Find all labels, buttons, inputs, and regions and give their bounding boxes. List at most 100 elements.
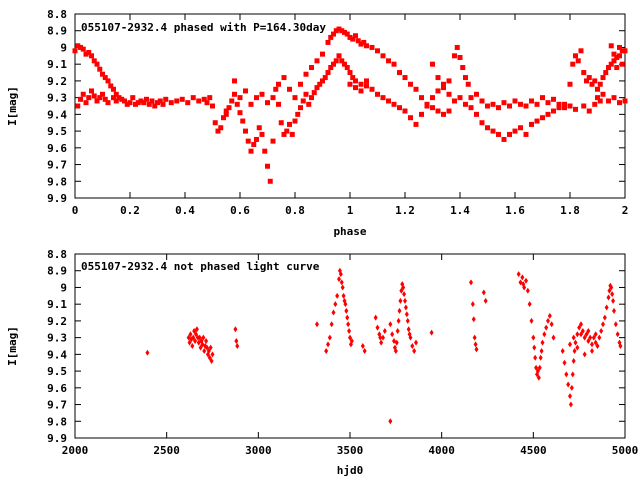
data-point (223, 111, 229, 117)
data-point (201, 334, 206, 341)
data-point (160, 101, 166, 107)
data-point (406, 326, 411, 333)
data-point (248, 148, 254, 154)
data-point (270, 138, 276, 144)
data-point (322, 75, 328, 81)
data-point (102, 75, 108, 81)
data-point (94, 98, 100, 104)
data-point (309, 95, 314, 101)
data-point (397, 105, 402, 111)
data-point (577, 324, 582, 331)
phased-light-curve-chart: 0 0.2 0.4 0.6 0.8 1 1.2 1.4 1.6 1.8 2 8.8 8.9 9 9.1 9.2… (6, 8, 628, 238)
data-point (205, 344, 209, 351)
data-point (396, 317, 401, 324)
data-point (364, 78, 369, 84)
data-point (344, 65, 350, 71)
data-point (326, 341, 330, 348)
data-point (210, 351, 215, 358)
data-point (414, 339, 418, 346)
data-point (281, 131, 287, 137)
data-point (388, 321, 393, 328)
data-point (534, 101, 540, 107)
data-point (614, 65, 620, 71)
data-point (586, 327, 591, 334)
data-point (589, 81, 595, 87)
data-point (270, 95, 276, 101)
data-point (83, 100, 89, 106)
data-point (531, 334, 536, 341)
data-point (586, 108, 592, 114)
data-point (424, 103, 430, 109)
data-point (124, 101, 130, 107)
data-point (240, 118, 246, 124)
data-point (276, 81, 281, 87)
data-point (295, 111, 301, 117)
data-point (207, 354, 212, 361)
data-point (527, 301, 532, 308)
data-point (413, 86, 419, 92)
axis-ticks: 2000 2500 3000 3500 4000 4500 5000 8.8 8.9 9 9.1 9.… (47, 248, 638, 457)
y-tick-label: 9.4 (47, 108, 67, 121)
data-point (535, 368, 540, 375)
data-point (398, 297, 403, 304)
data-point (333, 301, 338, 308)
data-point (606, 98, 611, 104)
data-point (457, 54, 463, 60)
data-point (523, 103, 529, 109)
data-point (537, 364, 542, 371)
data-point (336, 53, 342, 59)
chart-title: 055107-2932.4 phased with P=164.30day (81, 21, 326, 34)
data-point (545, 100, 551, 106)
data-point (335, 292, 340, 299)
data-point (193, 337, 198, 344)
data-point (540, 339, 545, 346)
data-point (525, 287, 530, 294)
data-point (320, 51, 325, 57)
data-point (328, 34, 334, 40)
data-point (353, 85, 358, 91)
data-point (191, 334, 196, 341)
data-point (483, 297, 488, 304)
data-point (607, 287, 612, 294)
data-point (327, 334, 332, 341)
data-point (608, 43, 614, 49)
data-point (479, 98, 485, 104)
data-point (538, 354, 543, 361)
data-point (325, 70, 331, 76)
data-point (245, 138, 251, 144)
data-point (540, 115, 545, 121)
data-point (292, 118, 298, 124)
data-point (549, 321, 554, 328)
data-point (190, 95, 196, 101)
data-point (221, 115, 226, 121)
data-point (133, 101, 138, 107)
x-tick-label: 1.4 (450, 204, 470, 217)
data-point (86, 95, 92, 101)
y-tick-label: 8.9 (47, 25, 67, 38)
data-point (441, 81, 446, 87)
data-point (606, 65, 611, 71)
data-point (105, 78, 111, 84)
x-axis-label: phase (333, 225, 366, 238)
data-point (454, 44, 460, 50)
data-point (353, 33, 358, 39)
data-point (419, 111, 424, 117)
data-point (622, 98, 628, 104)
data-point (580, 327, 585, 334)
data-point (145, 349, 150, 356)
data-point (273, 86, 279, 92)
data-point (350, 36, 356, 42)
data-point (347, 81, 353, 87)
data-point (232, 78, 237, 84)
data-point (588, 334, 593, 341)
data-point (551, 108, 556, 114)
data-point (474, 111, 479, 117)
data-point (237, 110, 243, 116)
data-point (410, 343, 415, 349)
data-point (474, 346, 479, 353)
x-tick-label: 1.8 (560, 204, 580, 217)
data-point (100, 71, 105, 77)
data-point (315, 321, 319, 328)
data-point (572, 348, 577, 355)
data-point (613, 321, 618, 328)
